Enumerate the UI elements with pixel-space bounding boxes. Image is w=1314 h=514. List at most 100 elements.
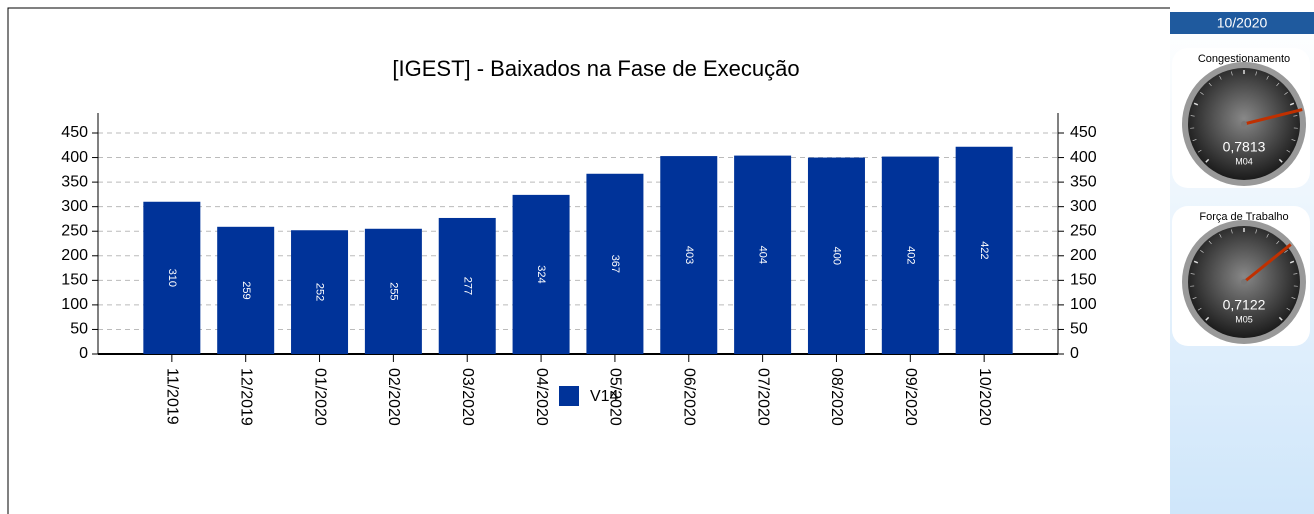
legend-label: V14 (590, 388, 619, 405)
gauge-tick (1193, 260, 1199, 264)
y-tick-label: 50 (70, 321, 88, 338)
data-label: 255 (387, 282, 399, 300)
gauge-tick (1293, 273, 1298, 275)
y-tick-label: 250 (61, 222, 88, 239)
gauge-tick (1284, 250, 1288, 253)
data-label: 367 (609, 255, 621, 273)
gauge-tick (1289, 102, 1295, 106)
y2-tick-label: 250 (1070, 222, 1097, 239)
gauge-code: M04 (1235, 156, 1253, 166)
gauge-tick (1286, 307, 1291, 311)
data-label: 277 (461, 277, 473, 295)
gauge-tick (1205, 316, 1210, 321)
gauge-tick (1197, 149, 1202, 153)
bar (364, 228, 422, 354)
gauge-tick (1219, 233, 1222, 238)
x-tick-label: 04/2020 (533, 368, 550, 426)
gauge-tick (1205, 158, 1210, 163)
y2-tick-label: 100 (1070, 296, 1097, 313)
data-label: 310 (166, 269, 178, 287)
legend-swatch (559, 386, 579, 406)
y-tick-label: 150 (61, 272, 88, 289)
x-tick-label: 02/2020 (385, 368, 402, 426)
gauge-tick (1278, 316, 1283, 321)
y2-tick-label: 50 (1070, 321, 1088, 338)
gauge-tick (1208, 82, 1212, 87)
bar (660, 156, 718, 354)
gauge-tick (1266, 75, 1269, 80)
gauge-tick (1276, 240, 1280, 245)
gauge-tick (1276, 82, 1280, 87)
bar (881, 156, 939, 354)
bar (734, 155, 792, 354)
x-tick-label: 05/2020 (607, 368, 624, 426)
y2-tick-label: 150 (1070, 272, 1097, 289)
gauge-tick (1200, 92, 1204, 95)
gauge-needle (1243, 108, 1303, 126)
gauge-tick (1197, 307, 1202, 311)
bar (143, 201, 201, 354)
y2-tick-label: 200 (1070, 247, 1097, 264)
gauge-needle (1243, 243, 1292, 284)
bar (512, 194, 570, 354)
gauge-tick (1289, 260, 1295, 264)
gauge-tick (1219, 75, 1222, 80)
data-label: 324 (535, 265, 547, 283)
bar (217, 226, 275, 354)
y-tick-label: 450 (61, 124, 88, 141)
x-tick-label: 06/2020 (681, 368, 698, 426)
gauge-tick (1193, 102, 1199, 106)
gauge-tick (1192, 139, 1197, 141)
bar (807, 157, 865, 354)
period-header (1170, 12, 1314, 34)
gauge-title: Força de Trabalho (1199, 211, 1288, 223)
y-tick-label: 0 (79, 345, 88, 362)
y2-tick-label: 350 (1070, 173, 1097, 190)
gauge-tick (1192, 297, 1197, 299)
gauge-tick (1231, 71, 1233, 76)
y-tick-label: 300 (61, 198, 88, 215)
data-label: 403 (683, 246, 695, 264)
y-tick-label: 350 (61, 173, 88, 190)
x-tick-label: 01/2020 (311, 368, 328, 426)
x-tick-label: 07/2020 (754, 368, 771, 426)
data-label: 252 (314, 283, 326, 301)
period: 10/2020 (1217, 15, 1268, 31)
gauge-tick (1286, 149, 1291, 153)
bar (955, 146, 1013, 354)
gauge-tick (1291, 297, 1296, 299)
gauge-tick (1190, 273, 1195, 275)
gauge-tick (1255, 71, 1257, 76)
gauge-tick (1284, 92, 1288, 95)
x-tick-label: 03/2020 (459, 368, 476, 426)
frame (7, 7, 1170, 514)
y-tick-label: 100 (61, 296, 88, 313)
x-tick-label: 09/2020 (902, 368, 919, 426)
data-label: 400 (831, 247, 843, 265)
gauge-tick (1293, 115, 1298, 117)
y2-tick-label: 0 (1070, 345, 1079, 362)
gauge-tick (1266, 233, 1269, 238)
gauge-hub (1241, 121, 1247, 127)
y2-tick-label: 300 (1070, 198, 1097, 215)
gauge-tick (1208, 240, 1212, 245)
gauge-title: Congestionamento (1198, 53, 1290, 65)
x-tick-label: 11/2019 (164, 368, 181, 425)
chart-title: [IGEST] - Baixados na Fase de Execução (392, 56, 799, 81)
gauge-tick (1200, 250, 1204, 253)
bar (291, 230, 349, 354)
y2-tick-label: 400 (1070, 149, 1097, 166)
y-tick-label: 200 (61, 247, 88, 264)
gauge-tick (1190, 115, 1195, 117)
gauge-tick (1291, 139, 1296, 141)
gauge-hub (1241, 279, 1247, 285)
gauge-code: M05 (1235, 314, 1253, 324)
data-label: 259 (240, 281, 252, 299)
y-tick-label: 400 (61, 149, 88, 166)
data-label: 402 (904, 246, 916, 264)
gauge-tick (1278, 158, 1283, 163)
x-tick-label: 08/2020 (828, 368, 845, 426)
gauge-value: 0,7122 (1223, 297, 1266, 313)
